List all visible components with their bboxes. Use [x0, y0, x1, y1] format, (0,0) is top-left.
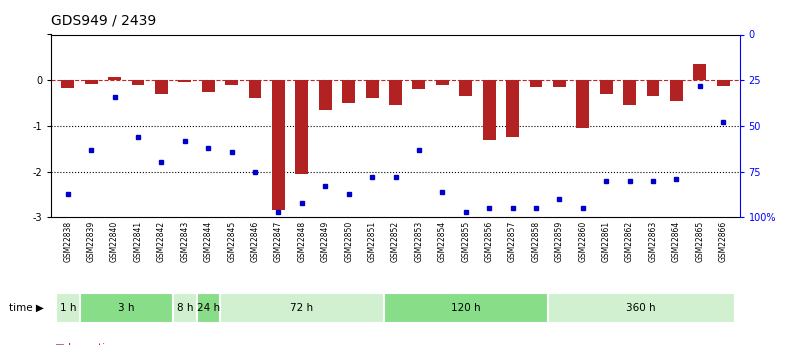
Bar — [202, 80, 214, 92]
Text: GSM22841: GSM22841 — [134, 221, 142, 262]
Text: time ▶: time ▶ — [9, 303, 44, 313]
Bar — [623, 80, 636, 105]
Text: GSM22853: GSM22853 — [414, 221, 423, 263]
Text: GSM22846: GSM22846 — [251, 221, 259, 263]
Bar — [173, 293, 196, 323]
Text: GSM22858: GSM22858 — [532, 221, 540, 262]
Text: GSM22850: GSM22850 — [344, 221, 354, 263]
Text: 8 h: 8 h — [176, 303, 193, 313]
Text: GSM22857: GSM22857 — [508, 221, 517, 263]
Text: GSM22859: GSM22859 — [554, 221, 564, 263]
Text: 3 h: 3 h — [118, 303, 134, 313]
Bar — [196, 293, 220, 323]
Text: 360 h: 360 h — [626, 303, 656, 313]
Text: GSM22843: GSM22843 — [180, 221, 189, 263]
Bar — [577, 80, 589, 128]
Bar — [62, 80, 74, 88]
Text: GDS949 / 2439: GDS949 / 2439 — [51, 14, 157, 28]
Bar — [694, 64, 706, 80]
Bar — [483, 80, 496, 140]
Text: GSM22865: GSM22865 — [695, 221, 704, 263]
Text: GSM22844: GSM22844 — [204, 221, 213, 263]
Bar — [155, 80, 168, 94]
Text: GSM22856: GSM22856 — [485, 221, 494, 263]
Text: 1 h: 1 h — [59, 303, 76, 313]
Text: GSM22849: GSM22849 — [321, 221, 330, 263]
Text: GSM22866: GSM22866 — [719, 221, 728, 263]
Text: GSM22845: GSM22845 — [227, 221, 237, 263]
Text: GSM22847: GSM22847 — [274, 221, 283, 263]
Bar — [646, 80, 660, 96]
Text: GSM22860: GSM22860 — [578, 221, 587, 263]
Text: 24 h: 24 h — [197, 303, 220, 313]
Bar — [319, 80, 331, 110]
Text: GSM22855: GSM22855 — [461, 221, 470, 263]
Text: GSM22852: GSM22852 — [391, 221, 400, 262]
Bar — [220, 293, 384, 323]
Text: GSM22861: GSM22861 — [602, 221, 611, 262]
Text: 72 h: 72 h — [290, 303, 313, 313]
Bar — [85, 80, 97, 84]
Text: 120 h: 120 h — [451, 303, 481, 313]
Bar — [460, 80, 472, 96]
Bar — [436, 80, 448, 85]
Bar — [179, 80, 191, 82]
Bar — [384, 293, 547, 323]
Bar — [600, 80, 612, 94]
Bar — [412, 80, 426, 89]
Bar — [717, 80, 729, 86]
Bar — [529, 80, 543, 87]
Bar — [248, 80, 262, 98]
Bar — [365, 80, 379, 98]
Bar — [547, 293, 735, 323]
Text: ■ log ratio: ■ log ratio — [55, 344, 112, 345]
Text: GSM22864: GSM22864 — [672, 221, 681, 263]
Bar — [272, 80, 285, 210]
Bar — [343, 80, 355, 103]
Bar — [225, 80, 238, 85]
Text: GSM22839: GSM22839 — [87, 221, 96, 263]
Text: GSM22838: GSM22838 — [63, 221, 72, 262]
Bar — [670, 80, 683, 101]
Text: GSM22848: GSM22848 — [297, 221, 306, 262]
Text: GSM22851: GSM22851 — [368, 221, 377, 262]
Bar — [80, 293, 173, 323]
Bar — [553, 80, 566, 87]
Bar — [506, 80, 519, 137]
Bar — [295, 80, 308, 174]
Text: GSM22854: GSM22854 — [437, 221, 447, 263]
Text: GSM22863: GSM22863 — [649, 221, 657, 263]
Text: GSM22842: GSM22842 — [157, 221, 166, 262]
Text: GSM22840: GSM22840 — [110, 221, 119, 263]
Bar — [56, 293, 80, 323]
Text: GSM22862: GSM22862 — [625, 221, 634, 262]
Bar — [108, 77, 121, 80]
Bar — [389, 80, 402, 105]
Bar — [131, 80, 145, 85]
